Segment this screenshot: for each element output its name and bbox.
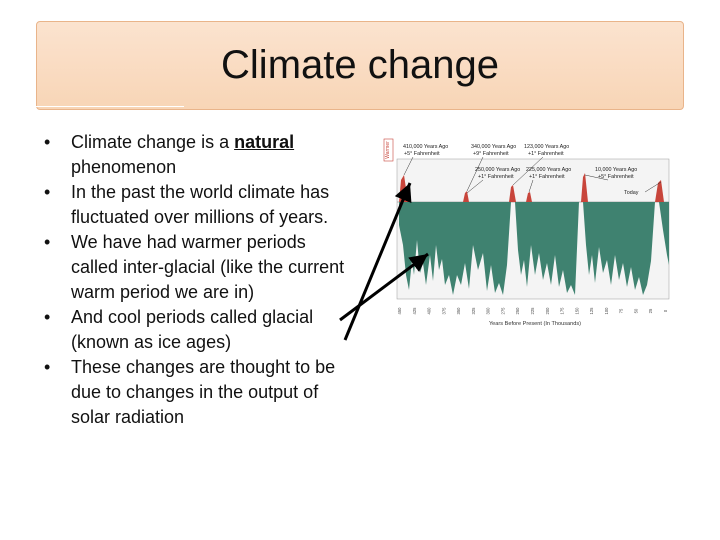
x-tick-label: 300 — [486, 307, 491, 315]
annotation-today: Today — [624, 190, 639, 196]
x-tick-label: 150 — [574, 307, 579, 315]
bullet-item: Climate change is a natural phenomenon — [42, 130, 352, 180]
x-tick-label: 125 — [589, 307, 594, 315]
warmer-label-box — [383, 138, 394, 162]
x-tick-label: 50 — [633, 308, 638, 313]
climate-figure: Warmer 410,000 Years Ago +5° Fahrenheit … — [383, 135, 675, 330]
bullet-list: Climate change is a natural phenomenon I… — [42, 130, 352, 430]
x-tick-label: 25 — [648, 308, 653, 313]
bullet-item: In the past the world climate has fluctu… — [42, 180, 352, 230]
bullet-text: And cool periods called glacial (known a… — [71, 307, 314, 352]
warmer-label: Warmer — [385, 141, 391, 159]
title-box: Climate change — [36, 21, 684, 110]
bullet-text: These changes are thought to be due to c… — [71, 357, 336, 427]
x-tick-label: 275 — [500, 307, 505, 315]
interglacial-peak — [655, 180, 664, 202]
bullet-text: Climate change is a — [71, 132, 235, 152]
annotation-10k-temp: +5° Fahrenheit — [598, 174, 634, 180]
x-tick-label: 450 — [397, 307, 402, 315]
x-tick-label: 250 — [515, 307, 520, 315]
interglacial-peak — [509, 185, 516, 202]
title-divider — [36, 106, 184, 107]
annotation-225k: 225,000 Years Ago — [526, 167, 571, 173]
bullet-text: In the past the world climate has fluctu… — [71, 182, 330, 227]
x-tick-label: 175 — [560, 307, 565, 315]
x-tick-label: 225 — [530, 307, 535, 315]
annotation-340k: 340,000 Years Ago — [471, 144, 516, 150]
interglacial-peak — [526, 192, 532, 202]
bullet-item: And cool periods called glacial (known a… — [42, 305, 352, 355]
x-tick-label: 400 — [427, 307, 432, 315]
annotation-410k-temp: +5° Fahrenheit — [404, 151, 440, 157]
bullet-item: We have had warmer periods called inter-… — [42, 230, 352, 305]
glacial-area — [399, 202, 669, 295]
x-tick-label: 75 — [619, 308, 624, 313]
x-axis-label: Years Before Present (In Thousands) — [489, 321, 581, 327]
annotation-410k: 410,000 Years Ago — [403, 144, 448, 150]
x-tick-label: 100 — [604, 307, 609, 315]
annotation-250k: 250,000 Years Ago — [475, 167, 520, 173]
annotation-10k: 10,000 Years Ago — [595, 167, 637, 173]
annotation-123k: 123,000 Years Ago — [524, 144, 569, 150]
annotation-123k-temp: +1° Fahrenheit — [528, 151, 564, 157]
x-tick-label: 0 — [663, 309, 668, 312]
bullet-text-suffix: phenomenon — [71, 157, 177, 177]
bullet-text: We have had warmer periods called inter-… — [71, 232, 345, 302]
slide-title: Climate change — [221, 43, 499, 87]
annotation-pointers — [403, 156, 662, 194]
x-tick-label: 375 — [441, 307, 446, 315]
x-tick-label: 425 — [412, 307, 417, 315]
interglacial-peak — [581, 173, 588, 202]
annotation-340k-temp: +9° Fahrenheit — [473, 151, 509, 157]
x-tick-label: 325 — [471, 307, 476, 315]
bullet-emphasis: natural — [234, 132, 295, 152]
interglacial-peak — [463, 191, 469, 202]
annotation-225k-temp: +1° Fahrenheit — [529, 174, 565, 180]
x-tick-label: 350 — [456, 307, 461, 315]
annotation-250k-temp: +1° Fahrenheit — [478, 174, 514, 180]
x-tick-label: 200 — [545, 307, 550, 315]
bullet-item: These changes are thought to be due to c… — [42, 355, 352, 430]
